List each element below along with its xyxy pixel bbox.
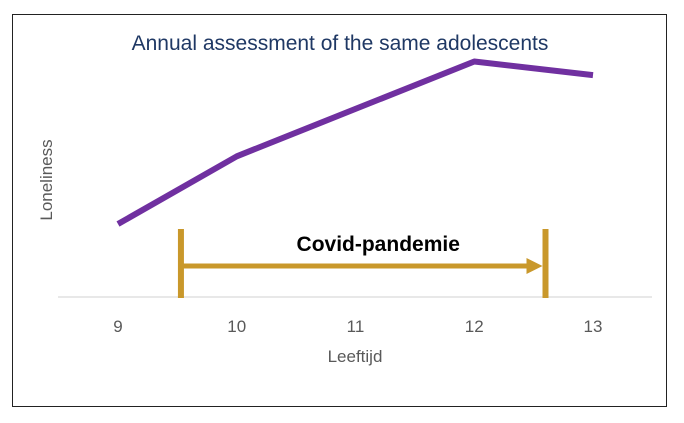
x-tick-labels: 9 10 11 12 13 [113,317,602,336]
x-tick-label: 9 [113,317,122,336]
x-tick-label: 10 [227,317,246,336]
x-tick-label: 12 [465,317,484,336]
loneliness-series-line [116,58,594,227]
y-axis-label: Loneliness [37,139,56,220]
covid-annotation: Covid-pandemie [177,229,549,298]
x-tick-label: 13 [584,317,603,336]
x-tick-label: 11 [347,317,365,336]
chart-frame [12,14,667,407]
covid-annotation-label: Covid-pandemie [297,233,460,256]
chart-title: Annual assessment of the same adolescent… [132,32,549,55]
x-axis-label: Leeftijd [328,347,383,366]
arrow-head-icon [526,258,543,274]
